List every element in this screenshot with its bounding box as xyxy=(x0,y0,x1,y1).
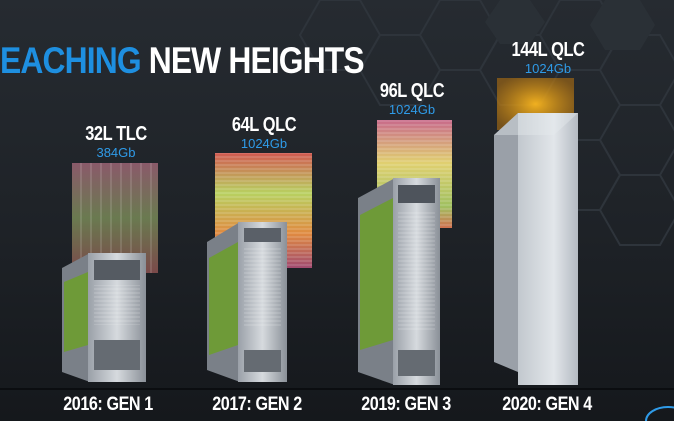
intel-logo-icon xyxy=(645,406,674,421)
title-main: NEW HEIGHTS xyxy=(148,40,365,81)
capacity-label: 1024Gb xyxy=(524,61,572,76)
gen-label-4: 2020: GEN 4 xyxy=(502,394,592,415)
chip-label-gen3: 96L QLC 1024Gb xyxy=(362,81,462,116)
layers-label: 64L QLC xyxy=(231,114,297,136)
chip-label-gen4: 144L QLC 1024Gb xyxy=(498,40,598,75)
capacity-label: 1024Gb xyxy=(240,136,288,151)
chip-gen2 xyxy=(207,153,312,382)
layers-label: 144L QLC xyxy=(511,39,585,61)
baseline xyxy=(0,388,674,390)
gen-label-1: 2016: GEN 1 xyxy=(63,394,153,415)
slide-title: EACHING NEW HEIGHTS xyxy=(0,40,365,81)
gen-label-3: 2019: GEN 3 xyxy=(361,394,451,415)
chip-label-gen1: 32L TLC 384Gb xyxy=(66,124,166,159)
title-accent: EACHING xyxy=(0,40,142,81)
chip-gen3 xyxy=(358,120,452,385)
capacity-label: 384Gb xyxy=(96,145,136,160)
layers-label: 32L TLC xyxy=(85,123,147,145)
gen-label-2: 2017: GEN 2 xyxy=(212,394,302,415)
chip-gen1 xyxy=(62,163,158,382)
capacity-label: 1024Gb xyxy=(388,102,436,117)
layers-label: 96L QLC xyxy=(379,80,445,102)
chip-gen4 xyxy=(494,78,578,385)
chip-label-gen2: 64L QLC 1024Gb xyxy=(214,115,314,150)
